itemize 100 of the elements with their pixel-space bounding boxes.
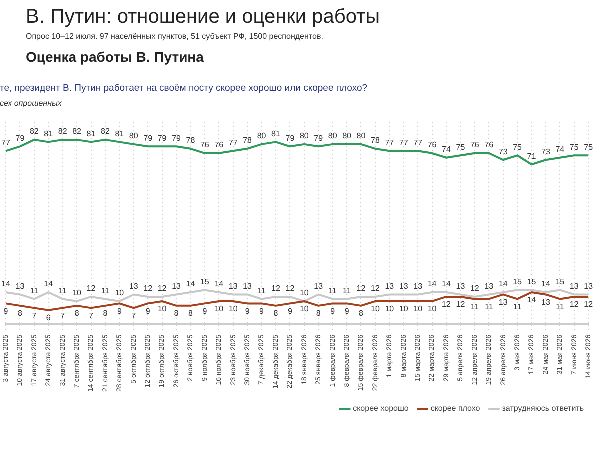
data-label: 9 bbox=[117, 306, 122, 316]
data-label: 8 bbox=[274, 309, 279, 318]
data-label: 13 bbox=[456, 282, 466, 291]
data-label: 13 bbox=[414, 282, 424, 291]
data-label: 9 bbox=[330, 306, 336, 316]
data-label: 10 bbox=[300, 304, 310, 314]
text: Оценка работы В. Путина bbox=[26, 49, 205, 65]
data-label: 12 bbox=[356, 284, 366, 294]
data-label: 10 bbox=[371, 304, 380, 314]
data-label: 8 bbox=[18, 309, 23, 318]
data-label: 79 bbox=[314, 134, 324, 143]
data-label: 14 bbox=[186, 280, 196, 289]
data-label: 9 bbox=[146, 306, 151, 316]
data-label: 14 bbox=[442, 280, 452, 289]
data-label: 10 bbox=[115, 288, 125, 298]
data-label: 12 bbox=[286, 284, 296, 294]
data-label: 12 bbox=[144, 284, 154, 294]
data-label: 11 bbox=[258, 286, 266, 296]
data-label: 10 bbox=[414, 304, 424, 314]
data-label: 8 bbox=[359, 309, 364, 318]
data-label: 77 bbox=[228, 138, 238, 148]
data-label: 13 bbox=[16, 282, 26, 291]
data-label: 81 bbox=[272, 129, 281, 138]
data-label: 13 bbox=[129, 282, 139, 291]
data-label: 75 bbox=[584, 142, 594, 152]
data-label: 10 bbox=[214, 304, 224, 314]
data-label: 75 bbox=[570, 142, 580, 152]
data-label: 76 bbox=[428, 140, 438, 150]
data-label: 12 bbox=[86, 284, 96, 294]
data-label: 10 bbox=[399, 304, 409, 314]
data-label: 81 bbox=[44, 129, 54, 138]
data-label: 8 bbox=[103, 309, 108, 318]
data-label: 14 bbox=[527, 296, 537, 305]
data-label: 7 bbox=[132, 311, 137, 320]
data-label: 13 bbox=[542, 298, 551, 307]
data-label: 78 bbox=[243, 136, 253, 146]
data-label: 14 bbox=[214, 280, 224, 289]
data-label: 80 bbox=[328, 132, 338, 141]
data-label: 12 bbox=[584, 300, 594, 310]
data-label: 12 bbox=[442, 300, 452, 310]
data-label: 12 bbox=[470, 284, 480, 294]
data-label: 10 bbox=[300, 288, 310, 298]
data-label: 12 bbox=[456, 300, 466, 310]
data-label: 79 bbox=[144, 134, 154, 143]
data-label: 10 bbox=[72, 288, 82, 298]
data-label: 10 bbox=[428, 304, 438, 314]
data-label: 9 bbox=[202, 306, 208, 316]
data-label: 76 bbox=[200, 140, 210, 150]
text: сех опрошенных bbox=[0, 99, 63, 108]
data-label: 82 bbox=[58, 127, 68, 136]
data-label: 11 bbox=[328, 286, 338, 296]
data-label: 80 bbox=[342, 132, 352, 141]
data-label: 12 bbox=[371, 284, 380, 294]
data-label: 13 bbox=[243, 282, 253, 291]
legend-label: скорее хорошо bbox=[353, 404, 410, 414]
data-label: 13 bbox=[228, 282, 238, 291]
data-label: 80 bbox=[356, 132, 366, 141]
data-label: 79 bbox=[172, 134, 182, 143]
data-label: 8 bbox=[316, 309, 322, 318]
data-label: 81 bbox=[86, 129, 96, 138]
data-label: 12 bbox=[158, 284, 168, 294]
data-label: 13 bbox=[484, 282, 494, 291]
data-label: 75 bbox=[513, 142, 523, 152]
data-label: 7 bbox=[60, 311, 66, 320]
data-label: 74 bbox=[556, 145, 566, 154]
data-label: 78 bbox=[186, 136, 196, 146]
data-label: 12 bbox=[570, 300, 580, 310]
data-label: 8 bbox=[188, 309, 194, 318]
data-label: 14 bbox=[44, 280, 54, 289]
data-label: 11 bbox=[513, 302, 522, 312]
data-label: 13 bbox=[314, 282, 324, 291]
data-label: 76 bbox=[470, 140, 480, 150]
data-label: 76 bbox=[214, 140, 224, 150]
chart-subtitle: Опрос 10–12 июля. 97 населённых пунктов, 51 субъект РФ, 1500 респондентов. bbox=[26, 32, 324, 41]
data-label: 11 bbox=[342, 286, 352, 296]
data-label: 13 bbox=[570, 282, 580, 291]
data-label: 10 bbox=[228, 304, 238, 314]
data-label: 15 bbox=[527, 277, 537, 286]
data-label: 9 bbox=[288, 306, 293, 316]
text: те, президент В. Путин работает на своём посту скорее хорошо или скорее плохо? bbox=[0, 83, 369, 94]
legend-label: затрудняюсь ответить bbox=[502, 404, 584, 414]
data-label: 77 bbox=[399, 138, 409, 148]
data-label: 77 bbox=[414, 138, 424, 148]
data-label: 11 bbox=[58, 286, 68, 296]
data-label: 80 bbox=[300, 132, 310, 141]
data-label: 11 bbox=[101, 286, 110, 296]
data-label: 74 bbox=[442, 145, 452, 154]
data-label: 77 bbox=[2, 138, 11, 148]
data-label: 15 bbox=[513, 277, 523, 286]
data-label: 75 bbox=[456, 142, 466, 152]
data-label: 82 bbox=[101, 127, 110, 136]
data-label: 14 bbox=[498, 280, 508, 289]
data-label: 80 bbox=[129, 132, 139, 141]
data-label: 15 bbox=[556, 277, 566, 286]
data-label: 79 bbox=[158, 134, 168, 143]
data-label: 13 bbox=[584, 282, 594, 291]
data-label: 77 bbox=[385, 138, 395, 148]
data-label: 15 bbox=[200, 277, 210, 286]
data-label: 71 bbox=[527, 152, 537, 161]
data-label: 14 bbox=[542, 280, 551, 289]
